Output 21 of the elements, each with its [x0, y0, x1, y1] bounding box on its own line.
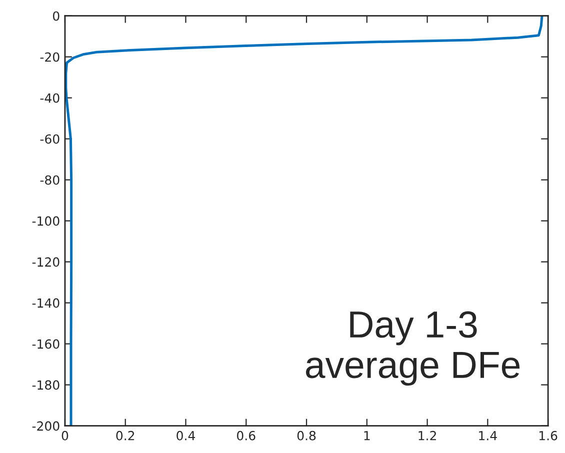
x-tick-label: 0 — [62, 430, 68, 440]
x-tick-label: 1.2 — [418, 430, 436, 440]
y-tick-label: -80 — [40, 175, 60, 185]
y-tick-label: -200 — [32, 421, 60, 431]
y-tick-label: -140 — [32, 298, 60, 308]
x-tick-label: 0.2 — [116, 430, 134, 440]
y-tick-label: -120 — [32, 257, 60, 267]
y-tick-label: -40 — [40, 93, 60, 103]
x-tick-label: 0.4 — [176, 430, 195, 440]
y-tick-label: -180 — [32, 380, 60, 390]
y-tick-label: -20 — [40, 52, 60, 62]
x-tick-label: 1 — [364, 431, 370, 440]
y-tick-label: -100 — [32, 216, 60, 226]
x-tick-label: 1.4 — [479, 431, 497, 440]
x-tick-label: 1.6 — [539, 430, 558, 440]
x-tick-label: 0.6 — [237, 430, 256, 440]
y-tick-label: -60 — [40, 134, 60, 144]
y-tick-label: -160 — [32, 339, 60, 349]
annotation: Day 1-3 average DFe — [306, 311, 520, 386]
y-tick-label: 0 — [52, 11, 60, 21]
x-tick-label: 0.8 — [297, 430, 316, 440]
